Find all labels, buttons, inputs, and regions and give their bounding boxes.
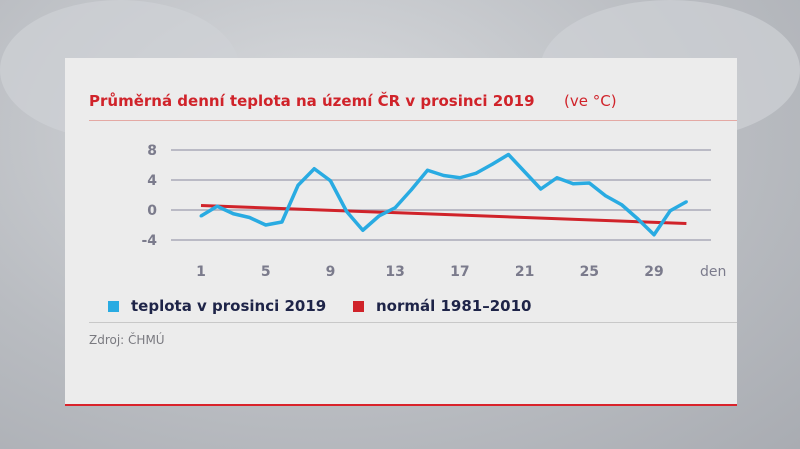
temperature-point (312, 167, 316, 171)
temperature-point (490, 162, 494, 166)
temperature-point (199, 214, 203, 218)
temperature-point (280, 220, 284, 224)
temperature-point (231, 212, 235, 216)
chart-title: Průměrná denní teplota na území ČR v pro… (89, 92, 535, 110)
panel-bottom-accent (65, 404, 737, 406)
x-axis-label: den (700, 264, 726, 280)
temperature-point (264, 223, 268, 227)
x-tick-label: 1 (196, 264, 206, 280)
temperature-point (328, 179, 332, 183)
temperature-point (668, 209, 672, 213)
temperature-series-line (200, 152, 688, 237)
temperature-point (426, 168, 430, 172)
temperature-point (377, 214, 381, 218)
temperature-point (555, 176, 559, 180)
chart-unit: (ve °C) (564, 92, 617, 110)
temperature-point (636, 217, 640, 221)
x-tick-label: 9 (326, 264, 336, 280)
x-tick-label: 13 (385, 264, 404, 280)
legend-swatch-temperature (108, 300, 119, 312)
title-divider (89, 120, 737, 121)
temperature-point (506, 153, 510, 156)
temperature-point (684, 200, 688, 204)
y-tick-label: 0 (147, 203, 157, 219)
temperature-point (393, 206, 397, 210)
x-tick-label: 5 (261, 264, 271, 280)
y-tick-label: 4 (147, 173, 157, 189)
chart-panel: Průměrná denní teplota na území ČR v pro… (65, 58, 737, 405)
temperature-point (587, 181, 591, 185)
temperature-point (523, 170, 527, 174)
temperature-point (409, 188, 413, 192)
temperature-point (604, 194, 607, 198)
temperature-point (296, 183, 300, 187)
x-tick-label: 21 (515, 264, 534, 280)
temperature-point (248, 216, 252, 219)
legend-item-temperature: teplota v prosinci 2019 (108, 297, 326, 315)
legend-label-temperature: teplota v prosinci 2019 (131, 297, 327, 315)
temperature-point (571, 182, 575, 186)
x-tick-label: 25 (580, 264, 599, 280)
temperature-point (620, 203, 624, 207)
legend-divider (89, 322, 737, 323)
temperature-point (458, 176, 462, 180)
temperature-point (215, 204, 219, 208)
temperature-point (361, 228, 365, 232)
temperature-point (474, 171, 478, 175)
temperature-point (652, 233, 656, 237)
x-tick-label: 17 (450, 264, 469, 280)
legend-swatch-normal (353, 300, 364, 312)
y-tick-label: -4 (141, 233, 157, 249)
legend-label-normal: normál 1981–2010 (376, 297, 532, 315)
y-tick-label: 8 (147, 143, 157, 159)
source-note: Zdroj: ČHMÚ (89, 333, 165, 347)
temperature-point (442, 174, 446, 177)
legend-item-normal: normál 1981–2010 (353, 297, 532, 315)
normal-series-line (200, 204, 687, 225)
temperature-point (539, 187, 543, 191)
x-tick-label: 29 (644, 264, 663, 280)
line-chart: 8 4 0 -4 1 5 9 13 17 21 25 29 den (141, 143, 726, 280)
temperature-point (345, 210, 349, 213)
